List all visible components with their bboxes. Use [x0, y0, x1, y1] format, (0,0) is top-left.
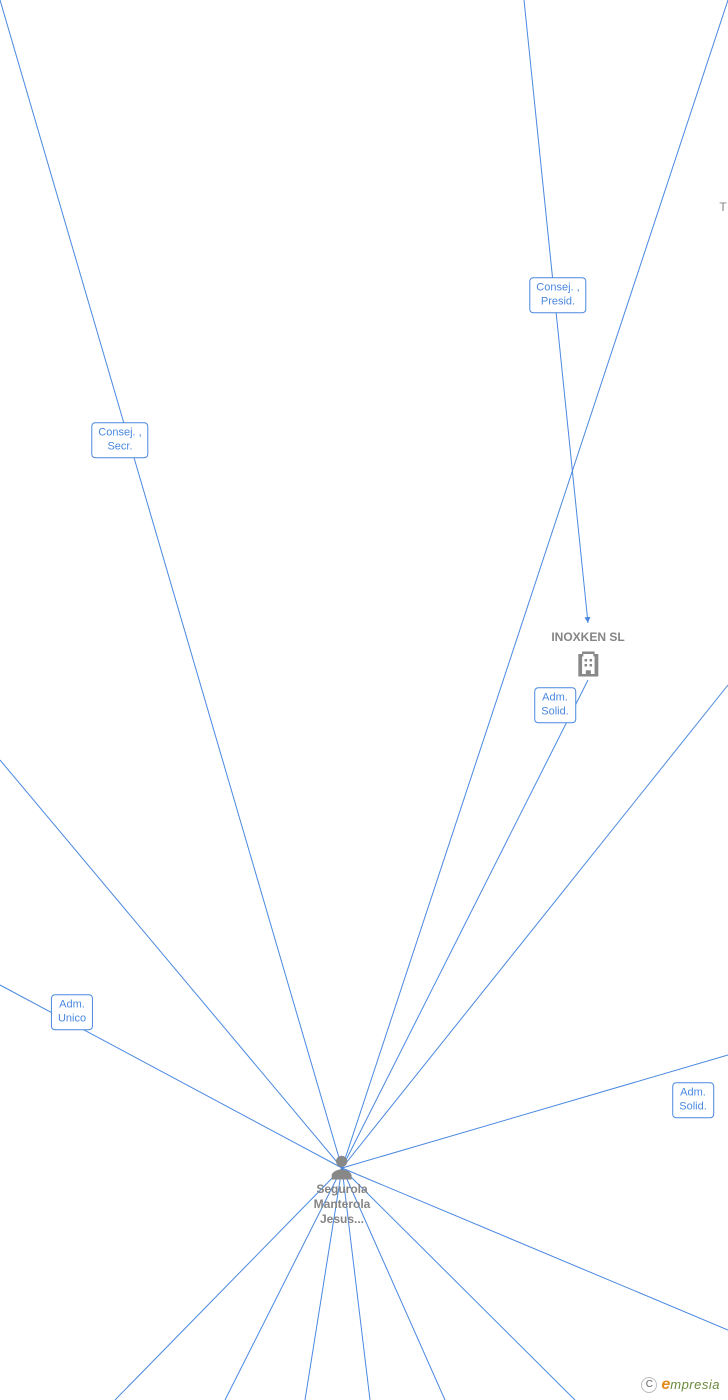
graph-edge: [0, 985, 342, 1168]
node-person-label: Segurola Manterola Jesus...: [314, 1182, 371, 1227]
building-icon: [573, 649, 603, 679]
node-company-label: INOXKEN SL: [551, 630, 624, 645]
copyright-icon: C: [641, 1377, 657, 1393]
graph-edge: [524, 0, 588, 623]
cutoff-text-right: T: [719, 200, 726, 214]
graph-edge: [342, 1168, 728, 1330]
person-icon: [327, 1152, 357, 1182]
footer-branding: C empresia: [641, 1376, 720, 1394]
graph-edge: [342, 1055, 728, 1168]
graph-edge: [342, 680, 588, 1168]
graph-edge: [115, 1168, 342, 1400]
graph-edge: [0, 760, 342, 1168]
graph-edge: [342, 685, 728, 1168]
node-person-segurola[interactable]: Segurola Manterola Jesus...: [314, 1148, 371, 1227]
graph-edge: [342, 0, 728, 1168]
brand-rest: mpresia: [670, 1377, 720, 1392]
graph-edge: [342, 1168, 575, 1400]
graph-edge: [0, 0, 342, 1168]
brand-first-letter: e: [661, 1376, 670, 1393]
brand-logo: empresia: [661, 1376, 720, 1394]
node-company-inoxken[interactable]: INOXKEN SL: [551, 630, 624, 679]
